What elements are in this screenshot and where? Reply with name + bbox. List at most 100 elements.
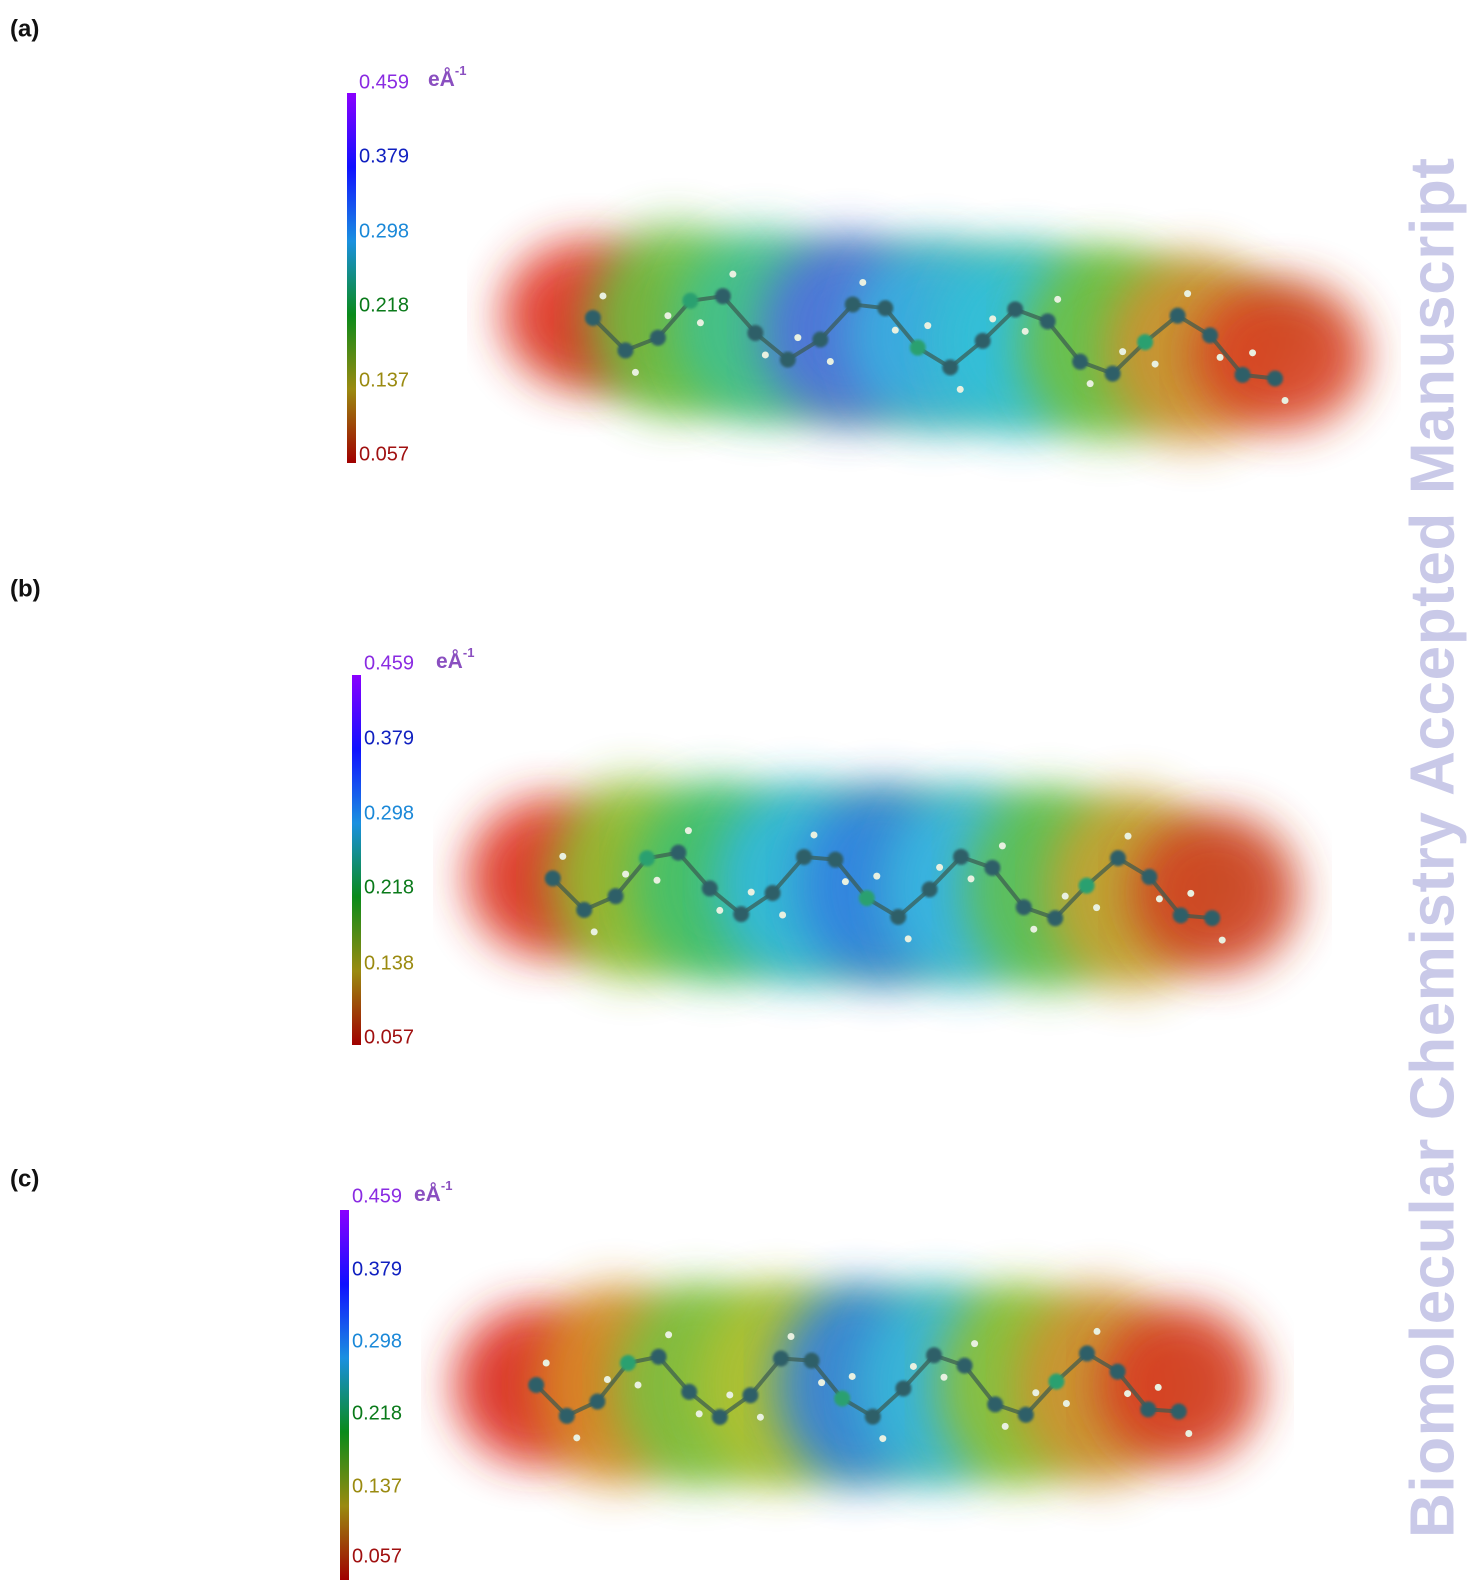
hydrogen (1093, 904, 1100, 911)
scale-tick-label: 0.298 (352, 1330, 402, 1352)
hydrogen (859, 279, 866, 286)
hydrogen (879, 1435, 886, 1442)
atom (895, 1380, 911, 1396)
hydrogen (849, 1373, 856, 1380)
hydrogen (697, 319, 704, 326)
scale-tick-label: 0.459 (359, 71, 409, 93)
scale-tick-label: 0.057 (364, 1026, 414, 1048)
atom (1072, 354, 1088, 370)
panel: (c)0.4590.3790.2980.2180.1370.057eÅ-1 (10, 1165, 1261, 1580)
hydrogen (599, 292, 606, 299)
atom (865, 1409, 881, 1425)
atom (650, 330, 666, 346)
atom (1110, 1364, 1126, 1380)
atom (957, 1358, 973, 1374)
hydrogen (654, 877, 661, 884)
atom (1079, 878, 1095, 894)
hydrogen (936, 864, 943, 871)
atom (834, 1390, 850, 1406)
hydrogen (827, 358, 834, 365)
atom (1040, 313, 1056, 329)
scale-tick-label: 0.218 (359, 294, 409, 316)
atom (742, 1387, 758, 1403)
hydrogen (632, 369, 639, 376)
hydrogen (873, 873, 880, 880)
unit-exponent: -1 (463, 645, 475, 660)
hydrogen (968, 875, 975, 882)
hydrogen (1124, 1390, 1131, 1397)
hydrogen (1022, 328, 1029, 335)
atom (1235, 367, 1251, 383)
atom (670, 845, 686, 861)
hydrogen (748, 889, 755, 896)
unit-text: eÅ (436, 649, 463, 673)
atom (1204, 910, 1220, 926)
atom (953, 849, 969, 865)
scale-tick-label: 0.298 (364, 802, 414, 824)
scale-tick-label: 0.218 (352, 1402, 402, 1424)
panel-label: (a) (10, 15, 39, 42)
atom (639, 850, 655, 866)
atom (1079, 1345, 1095, 1361)
atom (651, 1349, 667, 1365)
scale-tick-label: 0.057 (359, 443, 409, 465)
hydrogen (1217, 354, 1224, 361)
atom (796, 849, 812, 865)
unit-exponent: -1 (441, 1178, 453, 1193)
atom (617, 342, 633, 358)
atom (1173, 907, 1189, 923)
atom (712, 1409, 728, 1425)
hydrogen (757, 1414, 764, 1421)
atom (1048, 1374, 1064, 1390)
scale-unit: eÅ-1 (436, 645, 474, 672)
atom (804, 1353, 820, 1369)
hydrogen (818, 1379, 825, 1386)
hydrogen (910, 1363, 917, 1370)
atom (1007, 301, 1023, 317)
scale-tick-label: 0.138 (364, 952, 414, 974)
hydrogen (924, 322, 931, 329)
atom (1110, 850, 1126, 866)
hydrogen (941, 1374, 948, 1381)
scale-tick-label: 0.459 (364, 652, 414, 674)
panel: (b)0.4590.3790.2980.2180.1380.057eÅ-1 (10, 575, 1298, 1048)
atom (975, 333, 991, 349)
atom (589, 1393, 605, 1409)
atom (585, 310, 601, 326)
molecule-surface (454, 1285, 1262, 1485)
molecule-surface (467, 779, 1299, 991)
atom (559, 1408, 575, 1424)
hydrogen (1282, 397, 1289, 404)
atom (528, 1377, 544, 1393)
hydrogen (559, 853, 566, 860)
atom (715, 288, 731, 304)
atom (733, 906, 749, 922)
atom (1202, 327, 1218, 343)
atom (1016, 899, 1032, 915)
hydrogen (971, 1340, 978, 1347)
scale-tick-label: 0.057 (352, 1545, 402, 1567)
atom (910, 340, 926, 356)
atom (702, 880, 718, 896)
hydrogen (665, 1331, 672, 1338)
surface-blob (1132, 813, 1299, 973)
hydrogen (1063, 1400, 1070, 1407)
scale-tick-label: 0.298 (359, 220, 409, 242)
scale-tick-label: 0.379 (359, 145, 409, 167)
hydrogen (762, 351, 769, 358)
atom (682, 293, 698, 309)
scale-tick-label: 0.459 (352, 1185, 402, 1207)
atom (1140, 1401, 1156, 1417)
color-bar (347, 93, 356, 463)
hydrogen (989, 315, 996, 322)
atom (827, 852, 843, 868)
hydrogen (1032, 1389, 1039, 1396)
atom (859, 890, 875, 906)
atom (987, 1396, 1003, 1412)
atom (1018, 1407, 1034, 1423)
hydrogen (1184, 290, 1191, 297)
color-bar (340, 1210, 349, 1580)
hydrogen (1155, 1384, 1162, 1391)
hydrogen (622, 871, 629, 878)
atom (780, 352, 796, 368)
